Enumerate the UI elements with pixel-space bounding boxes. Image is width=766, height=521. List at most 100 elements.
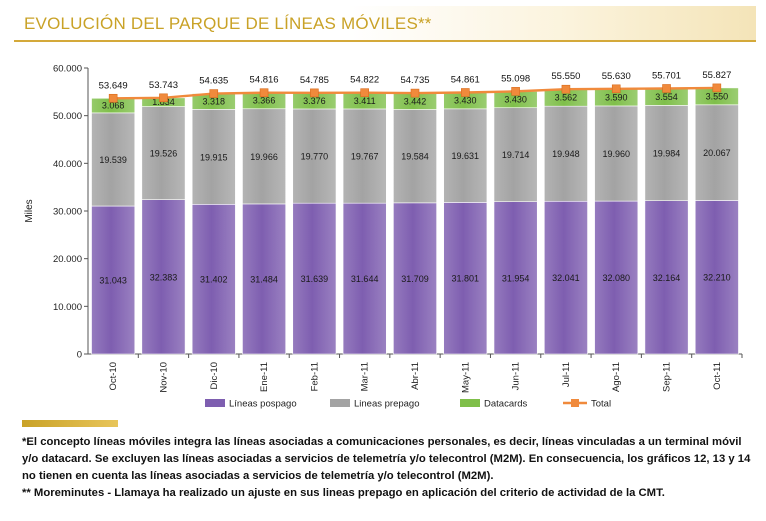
data-label: 19.770 xyxy=(301,152,329,162)
data-label: 31.801 xyxy=(452,274,480,284)
total-marker xyxy=(712,83,722,93)
y-tick-label: 30.000 xyxy=(53,207,82,218)
y-tick-label: 50.000 xyxy=(53,111,82,122)
total-marker xyxy=(259,88,269,98)
data-label: 19.714 xyxy=(502,150,530,160)
data-label: 32.080 xyxy=(602,273,630,283)
data-label: 19.948 xyxy=(552,149,580,159)
bar-líneas-pospago xyxy=(644,200,689,355)
data-label: 32.210 xyxy=(703,273,731,283)
total-label: 53.743 xyxy=(149,80,178,91)
data-label: 19.584 xyxy=(401,152,429,162)
bar-líneas-pospago xyxy=(292,202,337,355)
total-marker xyxy=(310,88,319,98)
x-tick-label: Ago-11 xyxy=(611,362,622,392)
total-marker xyxy=(108,93,118,103)
x-tick-label: Ene-11 xyxy=(259,362,270,392)
data-label: 20.067 xyxy=(703,148,731,158)
x-tick-label: Sep-11 xyxy=(662,362,673,392)
bar-lineas-prepago xyxy=(644,105,689,201)
x-tick-label: Feb-11 xyxy=(309,362,320,391)
legend-datacards-label: Datacards xyxy=(484,399,528,410)
total-label: 55.098 xyxy=(501,73,530,84)
bar-lineas-prepago xyxy=(141,106,186,200)
x-tick-label: Jun-11 xyxy=(511,362,522,390)
total-label: 54.785 xyxy=(300,75,329,86)
footnote-1: *El concepto líneas móviles integra las … xyxy=(22,436,751,482)
legend-prepago-swatch xyxy=(330,399,350,407)
y-tick-label: 20.000 xyxy=(53,254,82,265)
x-tick-label: Jul-11 xyxy=(561,362,572,387)
bar-lineas-prepago xyxy=(493,107,538,202)
data-label: 3.430 xyxy=(504,95,527,105)
data-label: 3.376 xyxy=(303,96,326,106)
y-tick-label: 0 xyxy=(77,350,82,361)
data-label: 19.966 xyxy=(250,152,278,162)
title-banner: EVOLUCIÓN DEL PARQUE DE LÍNEAS MÓVILES** xyxy=(14,6,756,42)
bar-lineas-prepago xyxy=(443,108,488,203)
y-tick-label: 60.000 xyxy=(53,64,82,75)
data-label: 3.068 xyxy=(102,101,125,111)
bar-líneas-pospago xyxy=(242,203,287,355)
bar-líneas-pospago xyxy=(393,202,437,355)
bar-líneas-pospago xyxy=(91,205,136,355)
data-label: 31.402 xyxy=(200,275,228,285)
bar-lineas-prepago xyxy=(543,105,588,202)
legend-pospago-label: Líneas pospago xyxy=(229,399,297,410)
data-label: 31.644 xyxy=(351,274,379,284)
data-label: 3.318 xyxy=(203,96,226,106)
total-label: 53.649 xyxy=(99,80,128,91)
bar-líneas-pospago xyxy=(342,202,387,355)
data-label: 19.767 xyxy=(351,152,379,162)
x-tick-label: Abr-11 xyxy=(410,362,421,390)
data-label: 19.526 xyxy=(150,149,178,159)
total-marker xyxy=(209,89,219,98)
chart-title: EVOLUCIÓN DEL PARQUE DE LÍNEAS MÓVILES** xyxy=(24,14,432,33)
total-label: 54.635 xyxy=(199,76,228,87)
x-tick-label: Nov-10 xyxy=(158,362,169,393)
data-label: 31.954 xyxy=(502,273,530,283)
bar-líneas-pospago xyxy=(443,202,488,355)
legend-total-label: Total xyxy=(591,399,611,410)
bar-líneas-pospago xyxy=(594,200,639,355)
data-label: 31.639 xyxy=(301,274,329,284)
data-label: 19.539 xyxy=(99,155,127,165)
x-tick-label: Oct-11 xyxy=(712,362,723,390)
bar-líneas-pospago xyxy=(543,200,588,355)
total-label: 55.701 xyxy=(652,70,681,81)
bar-lineas-prepago xyxy=(393,109,437,204)
total-label: 54.735 xyxy=(400,75,429,86)
y-tick-label: 40.000 xyxy=(53,159,82,170)
data-label: 3.562 xyxy=(555,93,578,103)
footnote-2: ** Moreminutes - Llamaya ha realizado un… xyxy=(22,487,665,499)
title-bar xyxy=(14,6,756,42)
data-label: 32.164 xyxy=(653,273,681,283)
legend-pospago-swatch xyxy=(205,399,225,407)
legend-total-swatch-marker xyxy=(571,399,579,407)
chart: 0 10.000 20.000 30.000 40.000 50.000 60.000 Mil… xyxy=(24,64,743,410)
data-label: 19.984 xyxy=(653,149,681,159)
total-label: 55.550 xyxy=(551,71,580,82)
bar-lineas-prepago xyxy=(694,104,739,201)
data-label: 1.834 xyxy=(152,97,175,107)
total-label: 55.630 xyxy=(602,71,631,82)
y-axis-title: Miles xyxy=(24,199,35,222)
total-marker xyxy=(360,88,369,97)
total-label: 54.861 xyxy=(451,74,480,85)
data-label: 3.442 xyxy=(404,96,427,106)
data-label: 31.043 xyxy=(99,276,127,286)
total-label: 54.816 xyxy=(250,75,279,86)
x-tick-label: Dic-10 xyxy=(209,362,220,389)
bar-líneas-pospago xyxy=(493,201,538,355)
y-tick-label: 10.000 xyxy=(53,302,82,313)
bar-lineas-prepago xyxy=(91,112,136,207)
bar-lineas-prepago xyxy=(594,105,639,202)
data-label: 19.915 xyxy=(200,152,228,162)
bar-lineas-prepago xyxy=(242,108,287,205)
data-label: 3.366 xyxy=(253,96,276,106)
data-label: 19.960 xyxy=(602,149,630,159)
total-marker xyxy=(511,87,520,96)
data-label: 31.484 xyxy=(250,274,278,284)
bar-líneas-pospago xyxy=(191,204,236,355)
data-label: 3.411 xyxy=(354,96,376,106)
